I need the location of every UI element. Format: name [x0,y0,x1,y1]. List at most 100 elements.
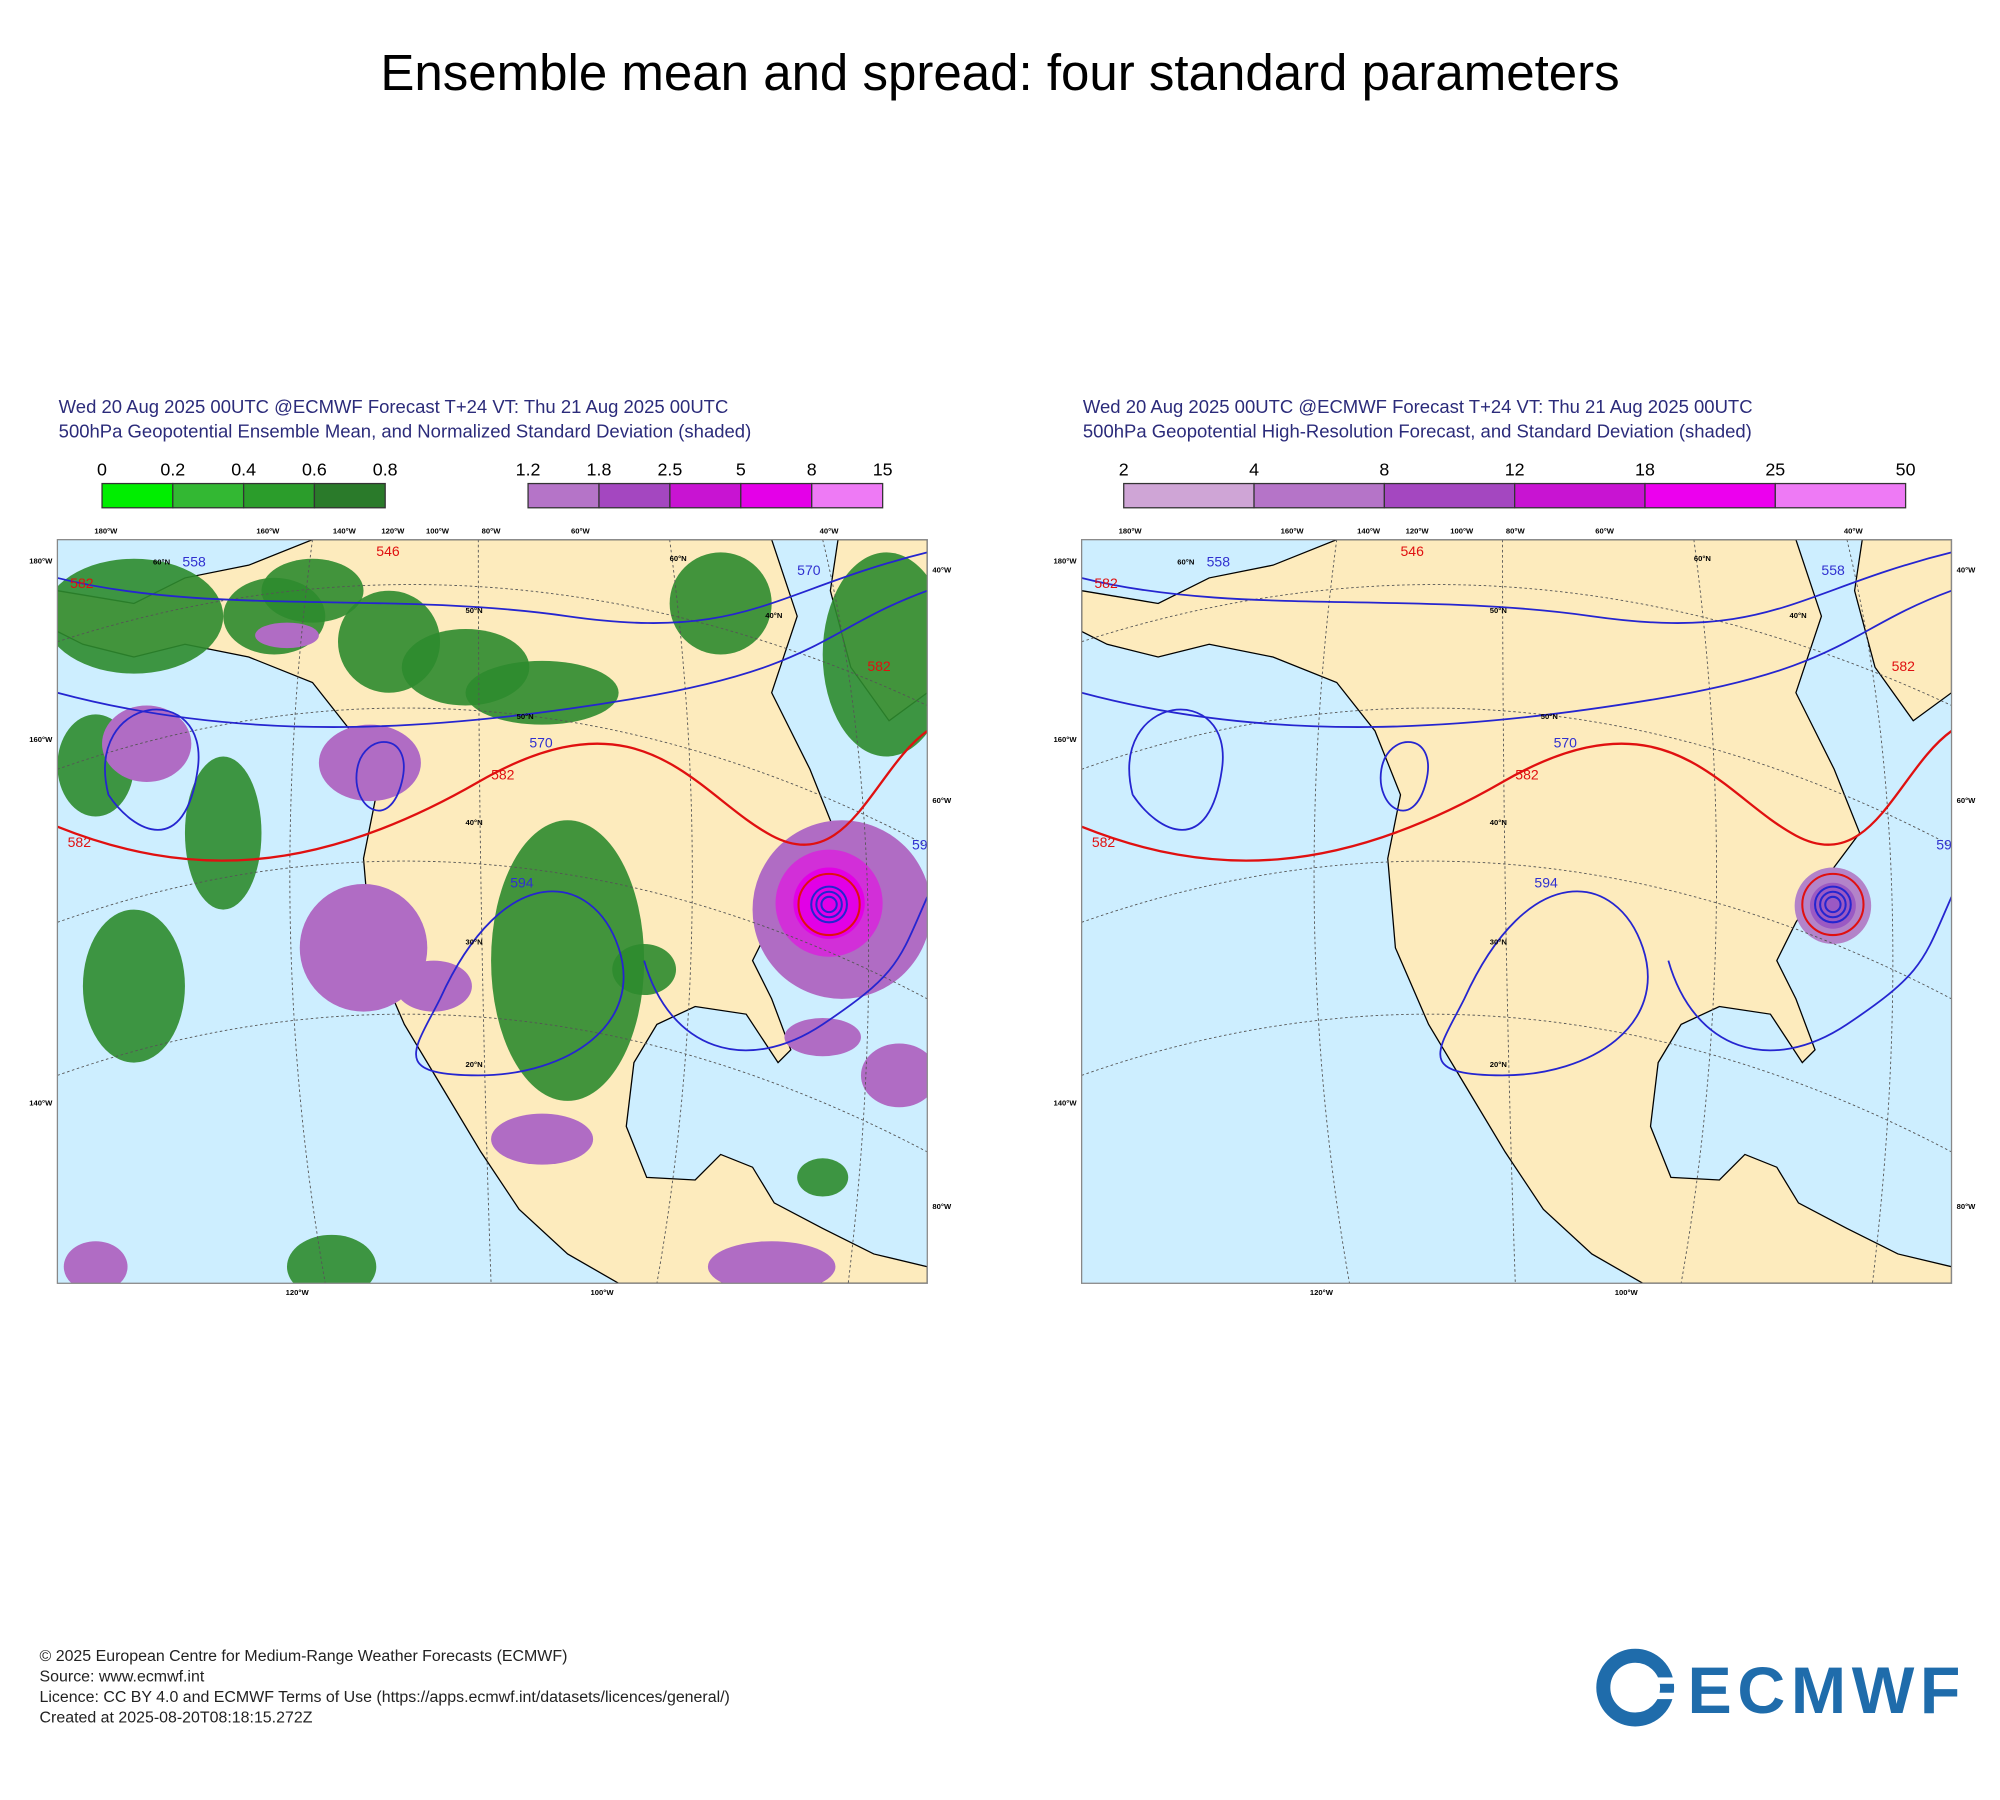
graticule [1081,707,1952,847]
colorbar-label: 4 [1249,460,1259,480]
lat-label: 60°N [153,558,170,567]
colorbar-swatch [172,482,245,509]
lon-label: 180°W [94,526,118,535]
colorbar-label: 0.2 [160,460,185,480]
lon-label: 100°W [1450,526,1474,535]
colorbar-swatch [811,482,884,509]
contour-label: 594 [1534,875,1558,891]
lon-label: 140°W [333,526,357,535]
spread-shading [860,1043,928,1108]
lon-label: 100°W [426,526,450,535]
colorbar-swatch [313,482,386,509]
contour-label: 558 [182,553,206,569]
graticule [477,539,492,1284]
contour [415,890,625,1077]
lon-label: 40°W [1957,565,1977,574]
contour-label: 558 [1821,562,1845,578]
lat-label: 30°N [466,938,483,947]
lon-label: 180°W [1054,556,1078,565]
colorbar-label: 15 [873,460,893,480]
lat-label: 20°N [466,1060,483,1069]
map-body: 558 546 582 570 582 582 594 594 558 582 60°N 60°N 50… [1081,539,1960,1284]
lon-label: 120°W [381,526,405,535]
lon-label: 140°W [1357,526,1381,535]
colorbar-label: 18 [1635,460,1655,480]
panel: Wed 20 Aug 2025 00UTC @ECMWF Forecast T+… [29,396,952,1297]
spread-shading [669,552,772,655]
contour [810,885,848,924]
contour [1081,551,1952,624]
spread-shading [797,1158,849,1197]
contour [1379,741,1429,812]
colorbar-swatch [598,482,671,509]
lon-label: 40°W [1844,526,1864,535]
contour-label: 594 [510,875,534,891]
colorbar-swatch [101,482,174,509]
spread-shading [287,1234,377,1284]
contour-label: 582 [867,658,891,674]
contour [1128,708,1224,831]
contour [820,895,838,914]
colorbar-swatch [669,482,742,509]
contour [1824,895,1842,914]
colorbar-label: 0.6 [302,460,327,480]
lon-label: 60°W [1595,526,1615,535]
panel-header: Wed 20 Aug 2025 00UTC @ECMWF Forecast T+… [1083,396,1753,417]
lon-label: 100°W [591,1288,615,1297]
spread-shading [102,705,192,783]
colorbar-label: 0.4 [231,460,256,480]
lon-label: 160°W [29,735,53,744]
map-body: 558 546 582 570 582 582 594 594 570 582 60°N 60°N 50… [57,539,928,1284]
contour-label: 594 [1936,836,1960,852]
contour [57,730,928,862]
colorbar-swatch [1383,482,1516,509]
lon-label: 120°W [1406,526,1430,535]
lon-label: 80°W [482,526,502,535]
spread-shading [612,944,677,996]
graticule [1313,539,1350,1284]
lat-label: 40°N [1790,611,1807,620]
lat-label: 50°N [1541,712,1558,721]
spread-shading [395,960,472,1012]
colorbar-swatch [1253,482,1385,509]
spread-shading [255,622,319,649]
contour-label: 582 [1092,834,1116,850]
lon-label: 160°W [1054,735,1078,744]
logo-text: ECMWF [1688,1654,1961,1728]
graticule [57,860,928,1000]
lon-label: 160°W [256,526,280,535]
contour [355,741,405,812]
colorbar: 0 0.2 0.4 0.6 0.8 [97,460,398,509]
lat-label: 50°N [466,606,483,615]
spread-shading [491,1113,594,1165]
graticule [1502,539,1516,1284]
colorbar-label: 2 [1119,460,1129,480]
contour-label: 570 [1554,734,1578,750]
contour [57,551,928,624]
logo-symbol [1614,1677,1692,1684]
contour [643,896,928,1052]
spread-shading [491,820,645,1101]
spread-shading [784,1017,861,1057]
colorbar-swatch [1644,482,1776,509]
contour [815,890,843,919]
graticule [1081,1013,1952,1153]
lat-label: 50°N [1490,606,1507,615]
spread-shading [299,884,428,1012]
colorbar-label: 0.8 [373,460,398,480]
colorbar-swatch [1123,482,1255,509]
spread-shading [82,909,185,1063]
contour-label: 582 [1094,575,1118,591]
lat-label: 30°N [1490,938,1507,947]
panel-header: Wed 20 Aug 2025 00UTC @ECMWF Forecast T+… [59,396,729,417]
contour [797,872,861,937]
lon-label: 80°W [1957,1202,1977,1211]
colorbar-label: 0 [97,460,107,480]
contour-label: 582 [1515,766,1539,782]
lon-label: 100°W [1615,1288,1639,1297]
footer-line: Source: www.ecmwf.int [40,1669,205,1686]
contour [1819,890,1847,919]
contour [104,708,200,831]
lon-label: 40°W [932,565,952,574]
